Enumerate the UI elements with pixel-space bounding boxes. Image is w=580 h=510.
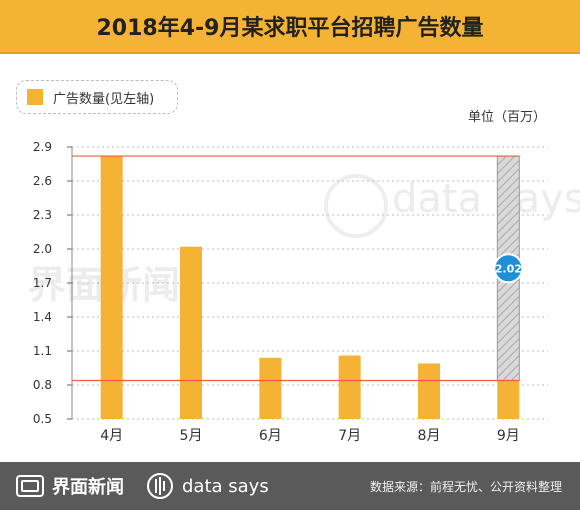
watermark-right-text: data says: [392, 176, 580, 222]
y-tick-label: 2.3: [33, 208, 52, 222]
x-tick-label: 4月: [100, 428, 123, 444]
footer-brand: 界面新闻: [16, 473, 124, 499]
x-tick-label: 5月: [180, 428, 203, 444]
bar-6月: [259, 357, 282, 419]
bar-8月: [418, 363, 440, 419]
x-tick-label: 7月: [338, 428, 361, 444]
bar-4月: [100, 156, 123, 420]
y-tick-label: 2.6: [33, 174, 52, 188]
legend: 广告数量(见左轴): [16, 80, 178, 114]
x-tick-label: 8月: [418, 428, 441, 444]
y-tick-label: 1.1: [33, 344, 52, 358]
x-tick-label: 6月: [259, 428, 282, 444]
news-logo-icon: [16, 475, 44, 497]
footer-datasays-text: data says: [182, 475, 269, 497]
legend-swatch: [27, 89, 43, 105]
legend-label: 广告数量(见左轴): [53, 91, 155, 107]
footer-source: 数据来源：前程无忧、公开资料整理: [369, 479, 562, 494]
datasays-logo-icon: [147, 473, 173, 499]
y-tick-label: 0.5: [33, 412, 52, 426]
annotation-label: 2.02: [495, 262, 522, 275]
y-tick-label: 1.7: [33, 276, 52, 290]
y-tick-label: 1.4: [33, 310, 52, 324]
bar-5月: [180, 246, 202, 419]
axis-labels: 2.9 2.6 2.3 2.0 1.7 1.4 1.1 0.8 0.5 4月 5月 6月 7月 8月 9月: [33, 140, 520, 444]
x-tick-label: 9月: [497, 428, 520, 444]
y-tick-label: 2.9: [33, 140, 52, 154]
bars: [100, 155, 520, 420]
title-bar: 2018年4-9月某求职平台招聘广告数量: [0, 0, 580, 54]
bar-7月: [338, 355, 361, 419]
footer: 界面新闻 data says 数据来源：前程无忧、公开资料整理: [0, 462, 580, 510]
annotation-marker: [493, 253, 524, 284]
watermark-logo-icon: [324, 174, 388, 238]
bar-9月: [497, 380, 520, 419]
chart-title: 2018年4-9月某求职平台招聘广告数量: [96, 16, 484, 41]
y-tick-label: 2.0: [33, 242, 52, 256]
grid: [67, 146, 548, 420]
y-tick-label: 0.8: [33, 378, 52, 392]
reference-lines: 2.02: [72, 155, 524, 382]
footer-datasays: data says: [146, 472, 269, 500]
footer-brand-name: 界面新闻: [52, 477, 124, 498]
unit-label: 单位（百万）: [467, 110, 546, 125]
